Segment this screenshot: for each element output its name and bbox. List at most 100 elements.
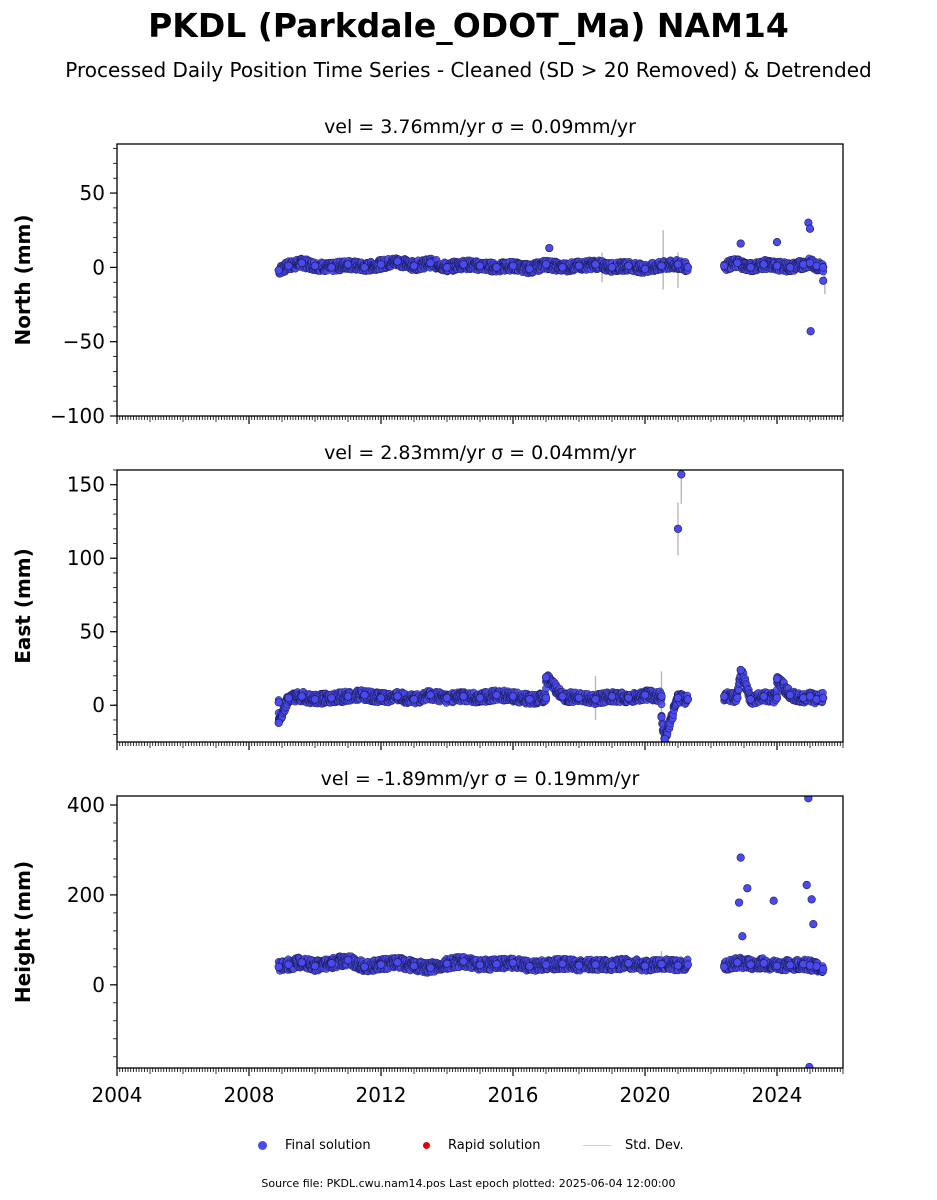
east-y-axis-label: East (mm) (11, 548, 35, 664)
data-point (508, 692, 518, 701)
data-point (772, 237, 782, 247)
data-point (393, 692, 402, 701)
data-point (327, 693, 336, 702)
data-point (297, 692, 306, 701)
data-point (624, 261, 633, 270)
data-point (525, 695, 534, 704)
data-point (492, 263, 501, 272)
data-point (799, 693, 808, 702)
north-y-axis-label: North (mm) (11, 214, 35, 345)
data-point (657, 692, 666, 701)
data-point (591, 695, 600, 704)
data-point (541, 260, 551, 269)
data-point (426, 258, 435, 268)
data-point (475, 693, 485, 702)
north-plot-area (274, 218, 828, 336)
data-point (806, 327, 815, 336)
data-point (786, 690, 795, 700)
data-point (442, 693, 452, 702)
page-subtitle: Processed Daily Position Time Series - C… (65, 58, 872, 82)
data-point (683, 263, 693, 272)
data-point (492, 690, 501, 700)
data-point (591, 260, 600, 269)
data-point (274, 718, 283, 727)
data-point (657, 261, 666, 270)
data-point (683, 695, 693, 704)
data-point-daily (657, 700, 666, 709)
data-point (274, 266, 283, 275)
data-point (508, 261, 518, 270)
data-point (733, 258, 742, 268)
data-point (759, 260, 768, 269)
data-point (274, 698, 283, 707)
data-point (673, 260, 683, 269)
data-point (459, 692, 468, 701)
east-plot-area (274, 470, 828, 742)
data-point (673, 524, 683, 533)
data-point (772, 674, 782, 683)
data-point (746, 695, 755, 704)
data-point (812, 695, 821, 704)
y-tick-label: −50 (63, 330, 105, 354)
y-tick-label: −100 (50, 404, 105, 428)
data-point (360, 263, 369, 272)
data-point (409, 261, 419, 270)
data-point (746, 263, 755, 272)
data-point (360, 690, 369, 700)
data-point (442, 263, 452, 272)
data-point (819, 693, 828, 702)
data-point (558, 692, 567, 701)
data-point (720, 692, 729, 701)
data-point (805, 224, 815, 233)
data-point (297, 258, 306, 268)
data-point (376, 693, 386, 702)
data-point (574, 693, 584, 702)
data-point (607, 692, 617, 701)
north-panel-title: vel = 3.76mm/yr σ = 0.09mm/yr (324, 116, 636, 138)
data-point (376, 260, 386, 269)
data-point (772, 261, 782, 270)
data-point (812, 261, 821, 270)
data-point (673, 693, 683, 702)
data-point (772, 693, 782, 702)
data-point (541, 693, 551, 702)
data-point (393, 257, 402, 266)
data-point (541, 673, 551, 682)
east-panel-title: vel = 2.83mm/yr σ = 0.04mm/yr (324, 442, 636, 464)
y-tick-label: 50 (80, 620, 105, 644)
y-tick-label: 0 (92, 693, 105, 717)
data-point (677, 470, 686, 479)
data-point (799, 260, 808, 269)
data-point (558, 263, 567, 272)
data-point (736, 239, 745, 248)
height-plot-area (274, 796, 828, 1068)
page-title: PKDL (Parkdale_ODOT_Ma) NAM14 (148, 6, 789, 45)
data-point (284, 693, 293, 702)
data-point (624, 693, 633, 702)
data-point (574, 261, 584, 270)
data-point (640, 690, 650, 700)
data-point (657, 712, 666, 722)
data-point (343, 260, 353, 269)
y-tick-label: 50 (80, 181, 105, 205)
data-point (310, 261, 320, 270)
data-point (733, 693, 742, 702)
data-point (545, 243, 554, 253)
data-point (310, 695, 320, 704)
y-tick-label: 150 (67, 473, 105, 497)
data-point (736, 665, 745, 675)
data-point (819, 263, 828, 272)
data-point (759, 692, 768, 701)
data-point (343, 692, 353, 701)
data-point (786, 263, 795, 272)
north-axes-frame (116, 143, 844, 417)
data-point (720, 261, 729, 270)
data-point (426, 690, 435, 700)
y-tick-label: 100 (67, 546, 105, 570)
data-point (819, 276, 828, 285)
data-point (525, 264, 534, 273)
data-point (459, 260, 468, 269)
data-point (640, 264, 650, 273)
data-point (409, 695, 419, 704)
data-point (475, 261, 485, 270)
